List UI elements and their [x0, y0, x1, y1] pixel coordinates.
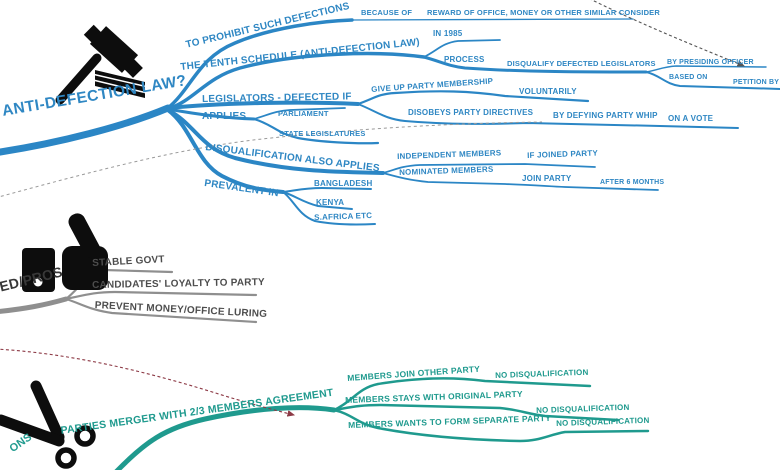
gavel-book-icon[interactable]: [55, 24, 149, 105]
link-dashed-middle: [0, 121, 543, 198]
law-branches: [0, 18, 780, 226]
node-process[interactable]: PROCESS: [444, 55, 485, 64]
node-on-a-vote[interactable]: ON A VOTE: [668, 114, 714, 123]
scissors-icon[interactable]: [0, 380, 96, 469]
node-by-presiding-officer[interactable]: BY PRESIDING OFFICER: [667, 59, 754, 66]
node-voluntarily[interactable]: VOLUNTARILY: [519, 87, 577, 96]
node-parliament[interactable]: PARLIAMENT: [278, 109, 329, 118]
node-applies[interactable]: APPLIES: [202, 111, 247, 122]
link-arrow-bottom: [0, 348, 296, 417]
thumbs-up-icon[interactable]: [22, 211, 108, 292]
node-disqualify-legislators[interactable]: DISQUALIFY DEFECTED LEGISLATORS: [507, 59, 656, 68]
node-petition[interactable]: PETITION BY OT: [733, 79, 780, 86]
node-reward[interactable]: REWARD OF OFFICE, MONEY OR OTHER SIMILAR…: [427, 8, 661, 17]
node-country-kenya[interactable]: KENYA: [316, 198, 345, 207]
node-country-bangladesh[interactable]: BANGLADESH: [314, 179, 373, 188]
node-after-6-months[interactable]: AFTER 6 MONTHS: [600, 179, 665, 186]
exceptions-branches: [114, 377, 650, 470]
link-arrow-top: [590, 0, 746, 67]
node-defying-whip[interactable]: BY DEFYING PARTY WHIP: [553, 111, 658, 120]
node-because-of[interactable]: BECAUSE OF: [361, 8, 413, 17]
node-state-legislatures[interactable]: STATE LEGISLATURES: [279, 129, 366, 138]
node-based-on[interactable]: BASED ON: [669, 74, 708, 81]
node-disobeys-directives[interactable]: DISOBEYS PARTY DIRECTIVES: [408, 108, 534, 117]
node-in-1985[interactable]: IN 1985: [433, 29, 463, 38]
node-join-party[interactable]: JOIN PARTY: [522, 174, 572, 183]
